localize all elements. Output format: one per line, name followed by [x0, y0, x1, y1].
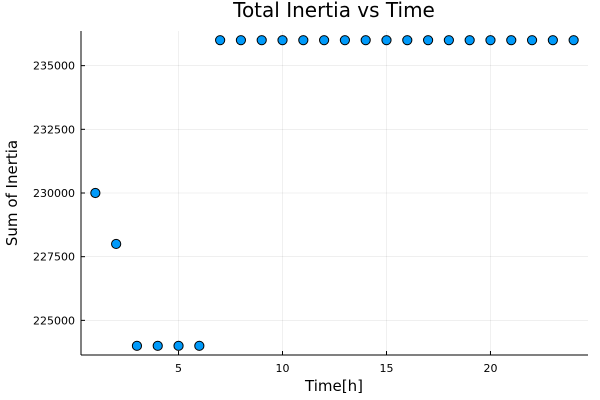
data-point [526, 35, 538, 46]
data-point [194, 340, 205, 351]
data-point [547, 35, 558, 46]
data-point [422, 35, 434, 46]
data-point [464, 35, 475, 46]
x-tick-label: 15 [379, 362, 393, 375]
y-axis-label: Sum of Inertia [3, 140, 21, 246]
data-point [443, 35, 454, 46]
data-point [319, 35, 330, 46]
y-ticks: 225000 227500 230000 232500 235000 [33, 60, 85, 327]
data-point [360, 35, 371, 46]
data-point [485, 35, 496, 46]
data-point [402, 35, 413, 46]
data-point [152, 340, 163, 351]
data-point [298, 35, 309, 46]
data-point [111, 238, 122, 250]
data-point [235, 35, 247, 46]
y-tick-label: 232500 [33, 123, 75, 136]
x-tick-label: 20 [483, 362, 497, 375]
data-points [90, 35, 579, 351]
data-point [256, 35, 267, 46]
data-point [277, 35, 288, 46]
data-point [215, 35, 226, 46]
x-tick-label: 5 [175, 362, 182, 375]
data-point [506, 35, 517, 46]
y-tick-label: 230000 [33, 187, 75, 200]
y-tick-label: 225000 [33, 314, 75, 327]
grid-lines [81, 31, 588, 355]
y-tick-label: 227500 [33, 251, 75, 264]
chart-title: Total Inertia vs Time [232, 0, 435, 22]
data-point [173, 340, 184, 351]
data-point [339, 35, 350, 46]
x-ticks: 5 10 15 20 [175, 351, 497, 375]
x-axis-label: Time[h] [304, 377, 363, 395]
data-point [90, 187, 101, 199]
data-point [568, 35, 579, 46]
x-tick-label: 10 [276, 362, 290, 375]
data-point [131, 340, 143, 351]
y-tick-label: 235000 [33, 60, 75, 73]
data-point [381, 35, 392, 46]
